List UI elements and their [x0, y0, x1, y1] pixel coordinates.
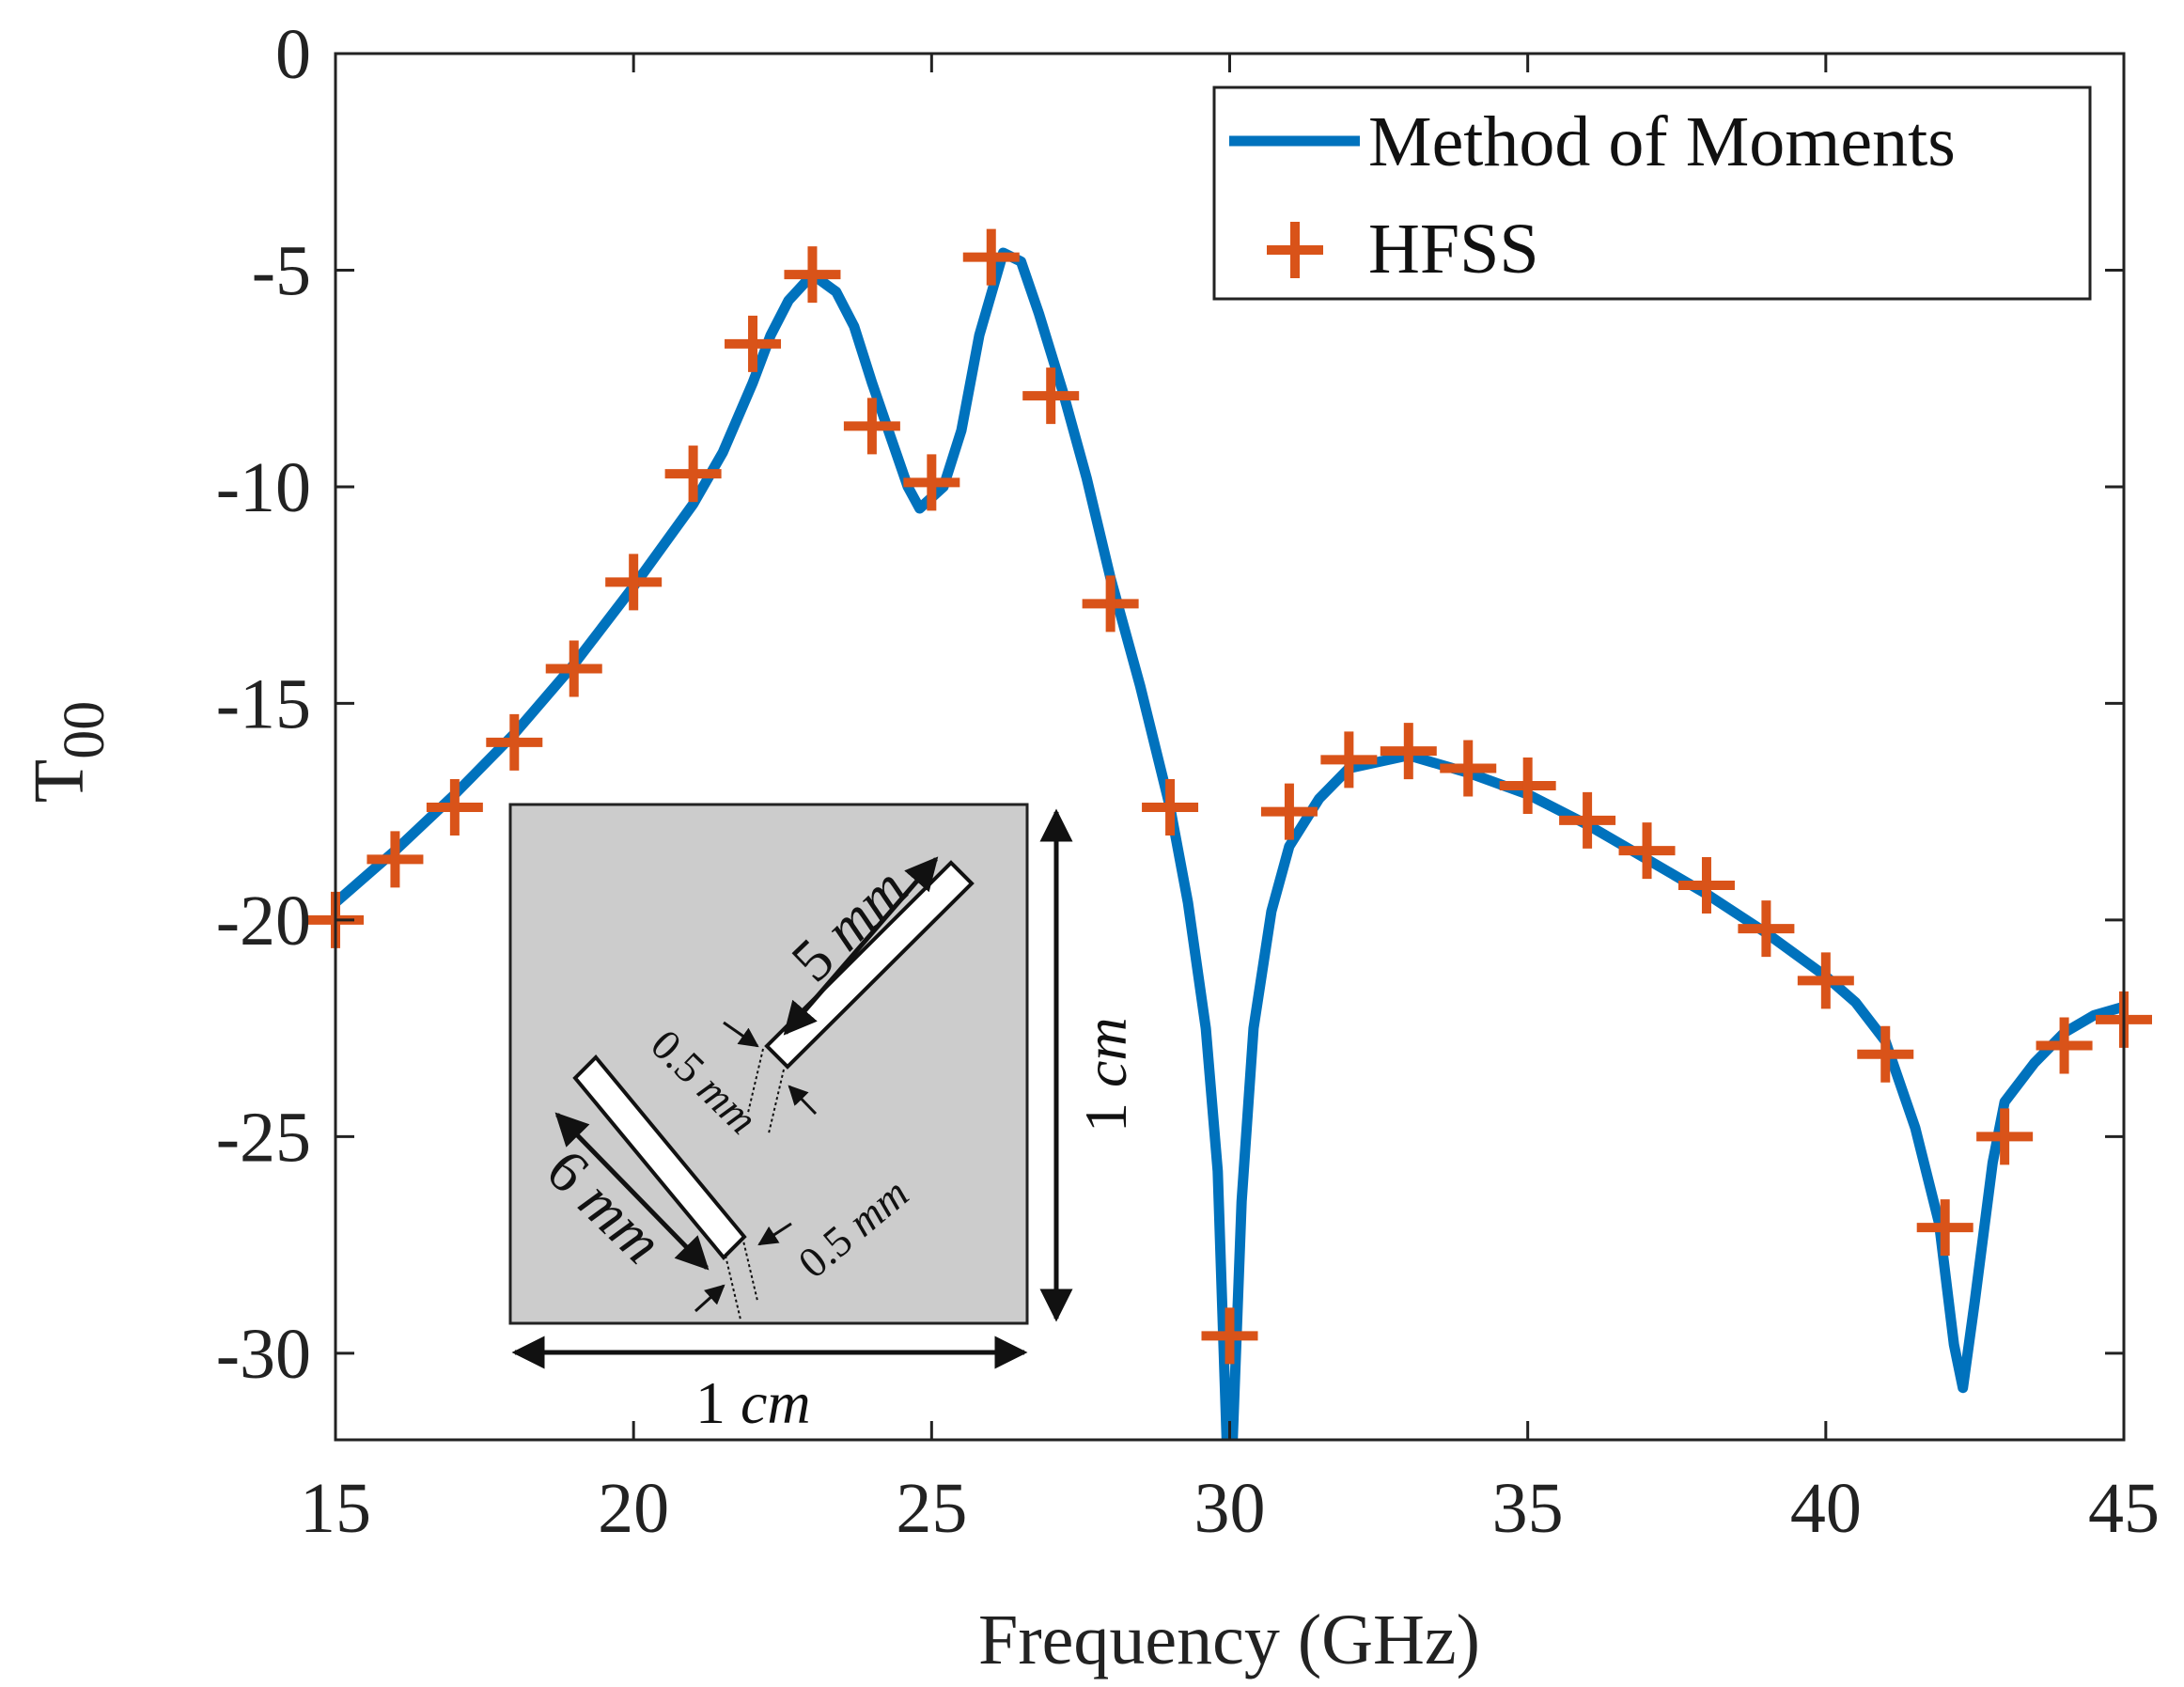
marker-hfss-34 [1440, 740, 1497, 797]
series-line-method-of-moments [335, 247, 2124, 1440]
marker-hfss-30 [1201, 1307, 1258, 1365]
marker-hfss-25 [903, 454, 960, 511]
x-tick-label-15: 15 [300, 1469, 371, 1548]
marker-hfss-43 [1976, 1108, 2034, 1165]
y-tick-label--30: -30 [216, 1315, 311, 1394]
svg-text:T00: T00 [20, 701, 117, 803]
marker-hfss-36 [1559, 791, 1616, 849]
x-tick-label-25: 25 [896, 1469, 967, 1548]
legend-label-method-of-moments: Method of Moments [1368, 102, 1956, 181]
y-tick-label--20: -20 [216, 882, 311, 961]
marker-hfss-40 [1797, 952, 1854, 1009]
x-axis-ticks: 15 20 25 30 35 40 45 [300, 54, 2160, 1548]
marker-hfss-21 [664, 445, 722, 503]
legend-swatch-hfss [1267, 222, 1323, 278]
marker-hfss-29 [1142, 779, 1199, 836]
inset-gap2-arrow-b [694, 1284, 725, 1313]
marker-hfss-35 [1499, 757, 1556, 814]
y-axis-title-sub: 00 [53, 701, 117, 759]
marker-hfss-37 [1618, 822, 1676, 880]
inset-gap1-arrow-a [723, 1021, 759, 1048]
marker-hfss-42 [1916, 1199, 1973, 1257]
marker-hfss-27 [1022, 367, 1080, 425]
y-axis-title: T00 [20, 701, 117, 803]
x-tick-label-40: 40 [1790, 1469, 1862, 1548]
inset-gap1-arrow-b [788, 1085, 818, 1116]
x-tick-label-30: 30 [1194, 1469, 1266, 1548]
x-tick-label-20: 20 [598, 1469, 669, 1548]
marker-hfss-39 [1738, 900, 1795, 958]
y-tick-label--5: -5 [252, 231, 311, 310]
x-tick-label-35: 35 [1492, 1469, 1564, 1548]
inset-arrow-5mm [783, 856, 939, 1036]
marker-hfss-16 [367, 831, 424, 888]
marker-hfss-18 [486, 713, 543, 771]
legend-label-hfss: HFSS [1368, 210, 1539, 289]
marker-hfss-32 [1320, 731, 1378, 789]
y-tick-label--10: -10 [216, 448, 311, 527]
marker-hfss-28 [1082, 575, 1139, 633]
marker-hfss-19 [545, 640, 602, 697]
inset-arrow-6mm [554, 1112, 710, 1271]
legend-box [1212, 86, 2092, 301]
marker-hfss-24 [843, 398, 900, 455]
inset-gap2-arrow-a [757, 1222, 792, 1246]
marker-hfss-33 [1380, 723, 1437, 780]
inset-label-1cm-horizontal: 1 cm [695, 1369, 811, 1436]
x-axis-title: Frequency (GHz) [978, 1601, 1480, 1679]
marker-hfss-31 [1260, 783, 1318, 840]
y-tick-label-0: 0 [275, 15, 311, 94]
inset-label-1cm-vertical: 1 cm [1072, 1017, 1139, 1132]
marker-hfss-22 [725, 315, 782, 372]
y-axis-title-main: T [20, 759, 99, 803]
marker-hfss-41 [1857, 1025, 1914, 1083]
marker-hfss-20 [605, 554, 663, 611]
x-tick-label-45: 45 [2088, 1469, 2160, 1548]
y-axis-ticks: 0 -5 -10 -15 -20 -25 -30 [216, 15, 2124, 1394]
marker-hfss-38 [1677, 857, 1735, 914]
marker-hfss-23 [784, 246, 841, 304]
y-tick-label--15: -15 [216, 664, 311, 743]
marker-hfss-17 [426, 779, 483, 836]
y-tick-label--25: -25 [216, 1098, 311, 1177]
legend: Method of Moments HFSS [1212, 86, 2092, 301]
inset-diagram: 5 mm 6 mm 0.5 mm 0.5 mm 1 cm 1 cm [508, 803, 1139, 1436]
marker-hfss-44 [2036, 1017, 2093, 1074]
marker-hfss-26 [962, 228, 1020, 286]
